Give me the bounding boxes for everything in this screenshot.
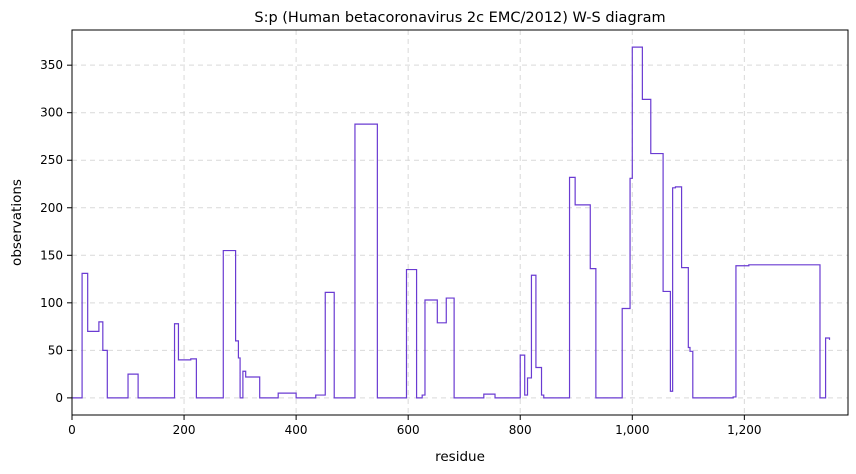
y-tick-label: 0	[55, 391, 63, 405]
plot-frame	[71, 29, 849, 416]
y-axis-label: observations	[9, 179, 25, 266]
grid-layer	[72, 30, 848, 415]
x-tick-label: 400	[285, 423, 308, 437]
chart-title: S:p (Human betacoronavirus 2c EMC/2012) …	[254, 10, 665, 26]
y-tick-label: 100	[40, 296, 63, 310]
y-tick-label: 50	[48, 343, 63, 357]
x-tick-label: 1,200	[727, 423, 761, 437]
y-tick-label: 200	[40, 201, 63, 215]
y-tick-label: 250	[40, 153, 63, 167]
x-tick-label: 200	[173, 423, 196, 437]
series-line	[72, 46, 831, 399]
x-tick-label: 600	[397, 423, 420, 437]
y-tick-label: 350	[40, 58, 63, 72]
y-tick-label: 300	[40, 106, 63, 120]
x-tick-label: 0	[68, 423, 76, 437]
series-layer	[72, 46, 831, 399]
x-tick-label: 800	[509, 423, 532, 437]
tick-layer: 0 200 400 600 800 1,000 1,200 0 50 100 150 200 250 30…	[40, 58, 761, 437]
x-axis-label: residue	[435, 449, 485, 465]
x-tick-label: 1,000	[615, 423, 649, 437]
y-tick-label: 150	[40, 248, 63, 262]
